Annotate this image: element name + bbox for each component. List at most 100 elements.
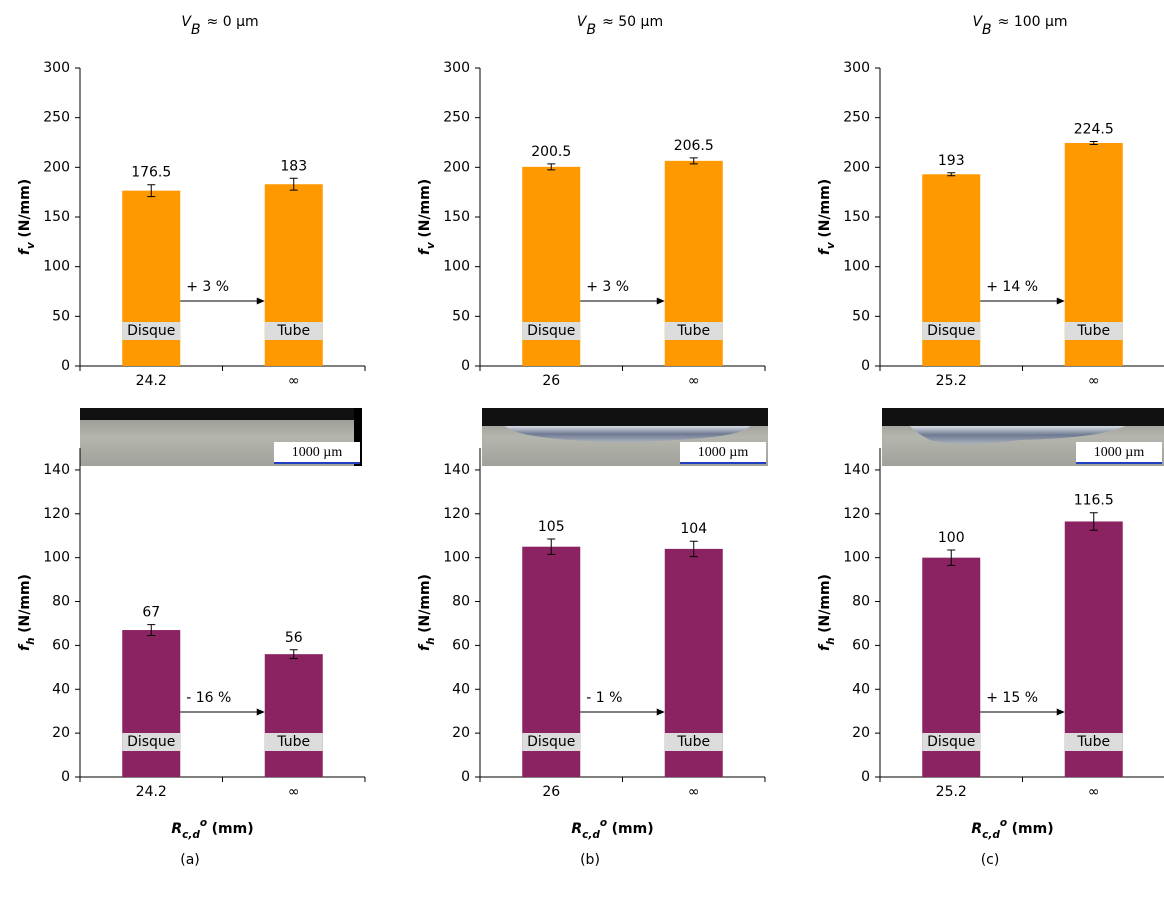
y-tick-label: 80 <box>452 594 470 610</box>
y-tick-label: 40 <box>52 681 70 697</box>
value-label: 183 <box>280 158 307 174</box>
x-tick-label: ∞ <box>288 784 300 800</box>
value-label: 193 <box>938 153 965 169</box>
bar-label: Tube <box>1076 734 1110 750</box>
x-axis-label-superscript: o <box>1000 817 1007 829</box>
column-title-symbol: V <box>972 14 983 30</box>
bar-label: Disque <box>127 323 175 339</box>
bar-label-box <box>664 733 723 751</box>
bar-label: Disque <box>927 323 975 339</box>
y-axis-label-subscript: h <box>425 637 437 644</box>
x-axis-label-subscript: c,d <box>982 829 1000 841</box>
arrow-head <box>256 297 265 305</box>
column-title-symbol: V <box>577 14 588 30</box>
x-axis-label-symbol: R <box>171 821 182 837</box>
bar-label-box <box>264 733 323 751</box>
scale-bar-box <box>680 442 766 464</box>
y-axis-label-symbol: f <box>817 643 833 651</box>
y-axis-label-subscript: h <box>825 637 837 644</box>
photo <box>882 408 1164 466</box>
value-label: 200.5 <box>531 144 571 160</box>
x-tick-label: ∞ <box>1088 373 1100 389</box>
x-axis-label: Rc,do (mm) <box>571 817 653 841</box>
scale-bar-box <box>274 442 360 464</box>
y-axis-label: fh (N/mm) <box>17 574 37 651</box>
photo <box>482 408 768 466</box>
y-tick-label: 20 <box>52 725 70 741</box>
y-tick-label: 250 <box>43 110 70 126</box>
y-tick-label: 50 <box>852 308 870 324</box>
annotation: + 14 % <box>986 279 1038 295</box>
error-bar <box>1089 141 1098 145</box>
y-axis-label-text: (N/mm) <box>417 179 433 238</box>
x-tick-label: ∞ <box>688 784 700 800</box>
y-axis-label-subscript: v <box>825 241 837 249</box>
error-bar <box>1089 512 1098 531</box>
x-axis-label-subscript: c,d <box>582 829 600 841</box>
x-tick-label: 25.2 <box>936 373 967 389</box>
y-tick-label: 250 <box>843 110 870 126</box>
y-tick-label: 0 <box>861 358 870 374</box>
value-label: 105 <box>538 519 565 535</box>
y-tick-label: 60 <box>852 637 870 653</box>
x-tick-label: ∞ <box>288 373 300 389</box>
y-tick-label: 0 <box>861 769 870 785</box>
y-tick-label: 80 <box>852 594 870 610</box>
y-axis-label-symbol: f <box>817 247 833 255</box>
error-bar <box>947 172 956 177</box>
x-tick-label: 26 <box>542 373 560 389</box>
bar-label: Disque <box>527 734 575 750</box>
x-tick-label: ∞ <box>1088 784 1100 800</box>
x-axis-label-text: (mm) <box>612 821 654 837</box>
bar-label-box <box>122 322 181 340</box>
bar-label-box <box>522 322 581 340</box>
y-axis-label-symbol: f <box>17 247 33 255</box>
column-title-symbol: V <box>181 14 192 30</box>
y-axis-label-subscript: v <box>25 241 37 249</box>
y-axis-label: fh (N/mm) <box>817 574 837 651</box>
panel-label: (a) <box>180 852 200 868</box>
y-axis-label-text: (N/mm) <box>817 574 833 633</box>
scale-bar-label: 1000 µm <box>698 445 749 460</box>
bar <box>264 654 323 777</box>
arrow-head <box>256 708 265 716</box>
value-label: 116.5 <box>1074 493 1114 509</box>
annotation: - 1 % <box>586 690 622 706</box>
error-bar <box>689 540 698 558</box>
y-tick-label: 50 <box>452 308 470 324</box>
arrow-head <box>656 297 665 305</box>
y-axis-label-symbol: f <box>417 247 433 255</box>
y-tick-label: 300 <box>843 60 870 76</box>
x-axis-label: Rc,do (mm) <box>971 817 1053 841</box>
bar-label: Tube <box>276 323 310 339</box>
y-tick-label: 20 <box>852 725 870 741</box>
y-axis-label-symbol: f <box>17 643 33 651</box>
y-tick-label: 100 <box>43 550 70 566</box>
error-bar <box>689 157 698 165</box>
bar-label: Tube <box>676 734 710 750</box>
scale-bar-box <box>1076 442 1162 464</box>
bar-label: Tube <box>676 323 710 339</box>
photo <box>80 408 362 466</box>
y-axis-label: fv (N/mm) <box>17 179 37 255</box>
x-axis-label: Rc,do (mm) <box>171 817 253 841</box>
y-tick-label: 200 <box>443 159 470 175</box>
y-axis-label-text: (N/mm) <box>417 574 433 633</box>
y-tick-label: 300 <box>43 60 70 76</box>
y-tick-label: 100 <box>843 259 870 275</box>
y-tick-label: 0 <box>461 358 470 374</box>
y-tick-label: 0 <box>61 769 70 785</box>
y-tick-label: 140 <box>43 462 70 478</box>
x-tick-label: 24.2 <box>136 373 167 389</box>
annotation: + 3 % <box>586 279 629 295</box>
x-tick-label: 26 <box>542 784 560 800</box>
error-bar <box>947 549 956 566</box>
y-tick-label: 40 <box>852 681 870 697</box>
y-axis-label: fv (N/mm) <box>417 179 437 255</box>
y-tick-label: 60 <box>52 637 70 653</box>
bar-label-box <box>922 733 981 751</box>
x-tick-label: ∞ <box>688 373 700 389</box>
value-label: 100 <box>938 530 965 546</box>
bar-label-box <box>922 322 981 340</box>
value-label: 206.5 <box>674 138 714 154</box>
